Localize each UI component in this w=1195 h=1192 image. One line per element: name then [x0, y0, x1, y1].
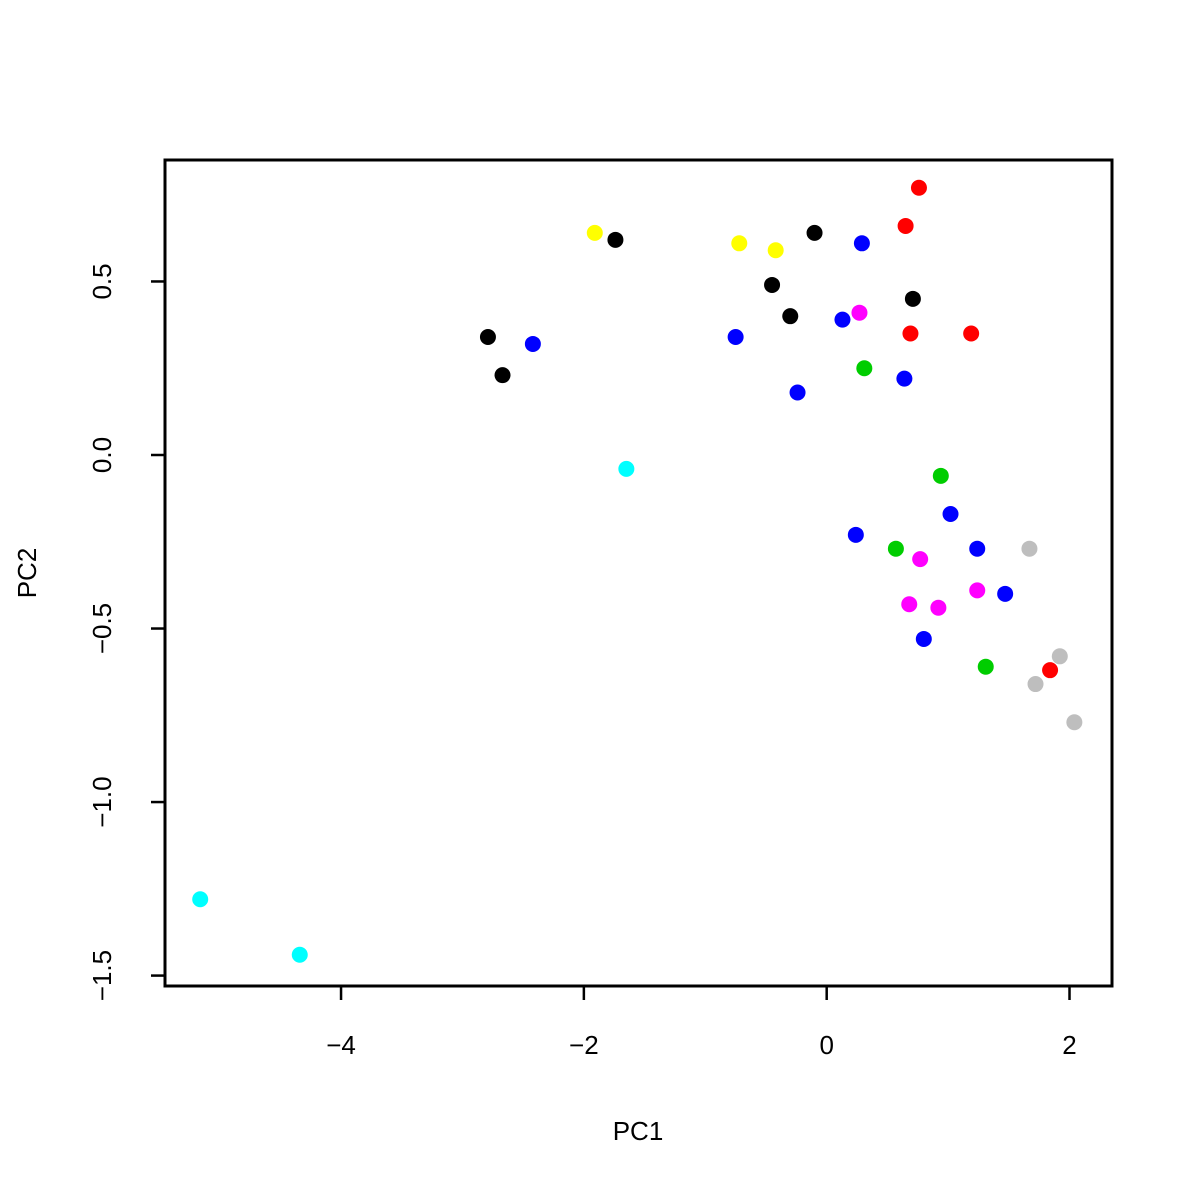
data-point: [932, 467, 949, 484]
y-tick-label: −1.5: [87, 950, 117, 1001]
data-point: [291, 946, 308, 963]
data-point: [524, 335, 541, 352]
data-point: [904, 290, 921, 307]
data-point: [1042, 662, 1059, 679]
data-point: [853, 235, 870, 252]
x-tick-label: 2: [1062, 1030, 1076, 1060]
y-tick-label: −1.0: [87, 776, 117, 827]
y-tick-label: −0.5: [87, 603, 117, 654]
data-point: [901, 596, 918, 613]
data-point: [977, 658, 994, 675]
data-point: [607, 231, 624, 248]
x-axis: −4 −2 0 2: [326, 986, 1077, 1060]
data-point: [902, 325, 919, 342]
y-axis-label: PC2: [12, 548, 42, 599]
data-point: [767, 242, 784, 259]
y-tick-label: 0.0: [87, 437, 117, 473]
data-point: [963, 325, 980, 342]
data-point: [897, 217, 914, 234]
data-point: [782, 308, 799, 325]
data-point: [847, 526, 864, 543]
data-point: [969, 582, 986, 599]
data-point: [1027, 676, 1044, 693]
x-axis-label: PC1: [613, 1116, 664, 1146]
x-tick-label: 0: [819, 1030, 833, 1060]
data-point: [764, 276, 781, 293]
data-point: [479, 329, 496, 345]
data-point: [896, 370, 913, 387]
plot-frame: [163, 158, 1114, 988]
data-point: [851, 304, 868, 321]
data-point: [887, 540, 904, 557]
data-point: [910, 179, 927, 196]
x-tick-label: −4: [326, 1030, 356, 1060]
data-point: [494, 367, 511, 384]
data-point: [789, 384, 806, 401]
data-point: [834, 311, 851, 328]
data-point: [727, 329, 744, 345]
data-point: [912, 551, 929, 568]
data-point: [1051, 648, 1068, 665]
x-tick-label: −2: [569, 1030, 599, 1060]
data-point: [586, 224, 603, 241]
y-tick-label: 0.5: [87, 263, 117, 299]
data-point: [618, 460, 635, 477]
data-point: [1066, 714, 1083, 731]
data-point: [997, 585, 1014, 602]
y-axis: −1.5 −1.0 −0.5 0.0 0.5: [87, 263, 165, 1001]
data-point: [192, 891, 209, 908]
data-point: [1021, 540, 1038, 557]
data-point: [856, 360, 873, 377]
data-point: [930, 599, 947, 616]
data-point: [969, 540, 986, 557]
data-point: [731, 235, 748, 252]
data-point: [942, 506, 959, 522]
data-point: [806, 224, 823, 241]
data-points: [192, 179, 1083, 963]
data-point: [915, 630, 932, 647]
